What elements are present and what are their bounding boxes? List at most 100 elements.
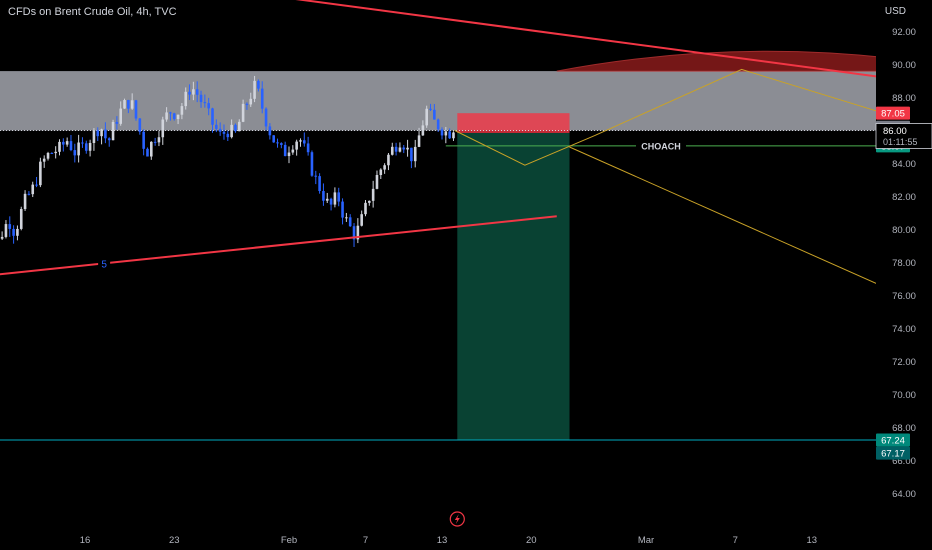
candle-body <box>333 192 337 205</box>
choch-label-bg <box>636 139 686 152</box>
candle-body <box>291 149 295 153</box>
candle-body <box>345 217 348 219</box>
candle-body <box>406 147 409 150</box>
candle-body <box>268 126 272 136</box>
candle-body <box>31 184 35 195</box>
candle-body <box>62 141 65 145</box>
x-tick-label: Mar <box>638 535 654 546</box>
lightning-icon <box>449 511 465 527</box>
candle-body <box>153 141 157 143</box>
candle-body <box>234 124 237 132</box>
candle-body <box>84 143 88 151</box>
y-tick-label: 82.00 <box>892 192 916 203</box>
price-label-bg <box>876 433 910 447</box>
candle-body <box>19 209 23 229</box>
candle-body <box>12 228 15 236</box>
candle-body <box>69 141 73 151</box>
candle-body <box>119 108 122 124</box>
y-tick-label: 92.00 <box>892 27 916 38</box>
candle-body <box>184 91 188 107</box>
candle-body <box>27 193 31 195</box>
candle-body <box>433 109 436 120</box>
y-tick-label: 88.00 <box>892 93 916 104</box>
candle-body <box>394 146 398 152</box>
y-tick-label: 68.00 <box>892 423 916 434</box>
y-tick-label: 76.00 <box>892 291 916 302</box>
candle-body <box>211 108 214 125</box>
projection-path <box>454 68 932 166</box>
candle-body <box>50 152 54 154</box>
candle-body <box>226 133 230 138</box>
y-tick-label: 80.00 <box>892 225 916 236</box>
candle-body <box>130 100 134 109</box>
candle-body <box>341 201 344 218</box>
candle-body <box>402 147 406 150</box>
candle-body <box>23 193 27 210</box>
candle-body <box>283 144 287 157</box>
pattern-label: 5 <box>101 259 107 270</box>
candle-body <box>176 114 180 120</box>
candle-body <box>360 214 363 226</box>
y-tick-label: 74.00 <box>892 324 916 335</box>
price-axis: 64.00 66.00 68.00 70.00 72.00 74.00 76.00 78.00… <box>875 27 932 500</box>
candle-body <box>134 100 138 119</box>
candle-body <box>169 112 172 114</box>
chart-title: CFDs on Brent Crude Oil, 4h, TVC <box>8 6 177 18</box>
pattern-label-bg <box>98 256 111 270</box>
candle-body <box>199 94 203 103</box>
candle-body <box>111 121 115 141</box>
candle-body <box>172 113 176 120</box>
candle-body <box>92 130 96 143</box>
candle-body <box>146 148 149 157</box>
candle-body <box>218 128 222 132</box>
candle-body <box>356 225 360 240</box>
candle-body <box>46 152 50 159</box>
lower-trendline <box>0 215 557 276</box>
price-label-bg <box>876 446 910 460</box>
candle-body <box>318 176 321 192</box>
candle-body <box>448 131 451 139</box>
candle-body <box>413 146 417 162</box>
candle-body <box>375 175 379 189</box>
candle-body <box>260 88 264 109</box>
x-tick-label: 13 <box>437 535 448 546</box>
candle-body <box>127 100 130 109</box>
candle-body <box>249 98 253 105</box>
candle-body <box>257 80 260 89</box>
candle-body <box>150 141 153 157</box>
candle-body <box>188 91 191 95</box>
price-label: 87.05 <box>881 109 905 120</box>
y-tick-label: 64.00 <box>892 489 916 500</box>
y-tick-label: 84.00 <box>892 159 916 170</box>
candle-body <box>123 100 126 109</box>
candle-body <box>237 121 241 132</box>
y-tick-label: 70.00 <box>892 390 916 401</box>
candle-body <box>195 89 199 95</box>
lightning-bolt <box>454 514 460 524</box>
x-tick-label: 7 <box>733 535 738 546</box>
currency-label: USD <box>884 6 906 17</box>
time-axis: 16 23 Feb 7 13 20 Mar 7 13 <box>80 535 817 546</box>
candle-body <box>421 125 425 136</box>
candle-body <box>222 131 226 134</box>
candle-body <box>299 140 302 142</box>
candle-body <box>410 147 413 162</box>
candle-body <box>364 202 367 215</box>
choch-label: CHOACH <box>641 141 681 151</box>
candle-body <box>157 137 161 143</box>
y-tick-label: 72.00 <box>892 357 916 368</box>
candle-body <box>203 102 207 104</box>
candle-body <box>310 152 314 176</box>
candle-body <box>387 154 390 166</box>
x-tick-label: 7 <box>363 535 368 546</box>
candle-body <box>306 143 310 153</box>
candle-body <box>16 228 19 236</box>
candle-body <box>390 146 394 155</box>
candle-body <box>230 124 233 138</box>
y-tick-label: 66.00 <box>892 456 916 467</box>
x-tick-label: 20 <box>526 535 537 546</box>
candle-body <box>81 142 84 144</box>
candle-body <box>215 124 218 129</box>
candle-body <box>138 118 142 132</box>
